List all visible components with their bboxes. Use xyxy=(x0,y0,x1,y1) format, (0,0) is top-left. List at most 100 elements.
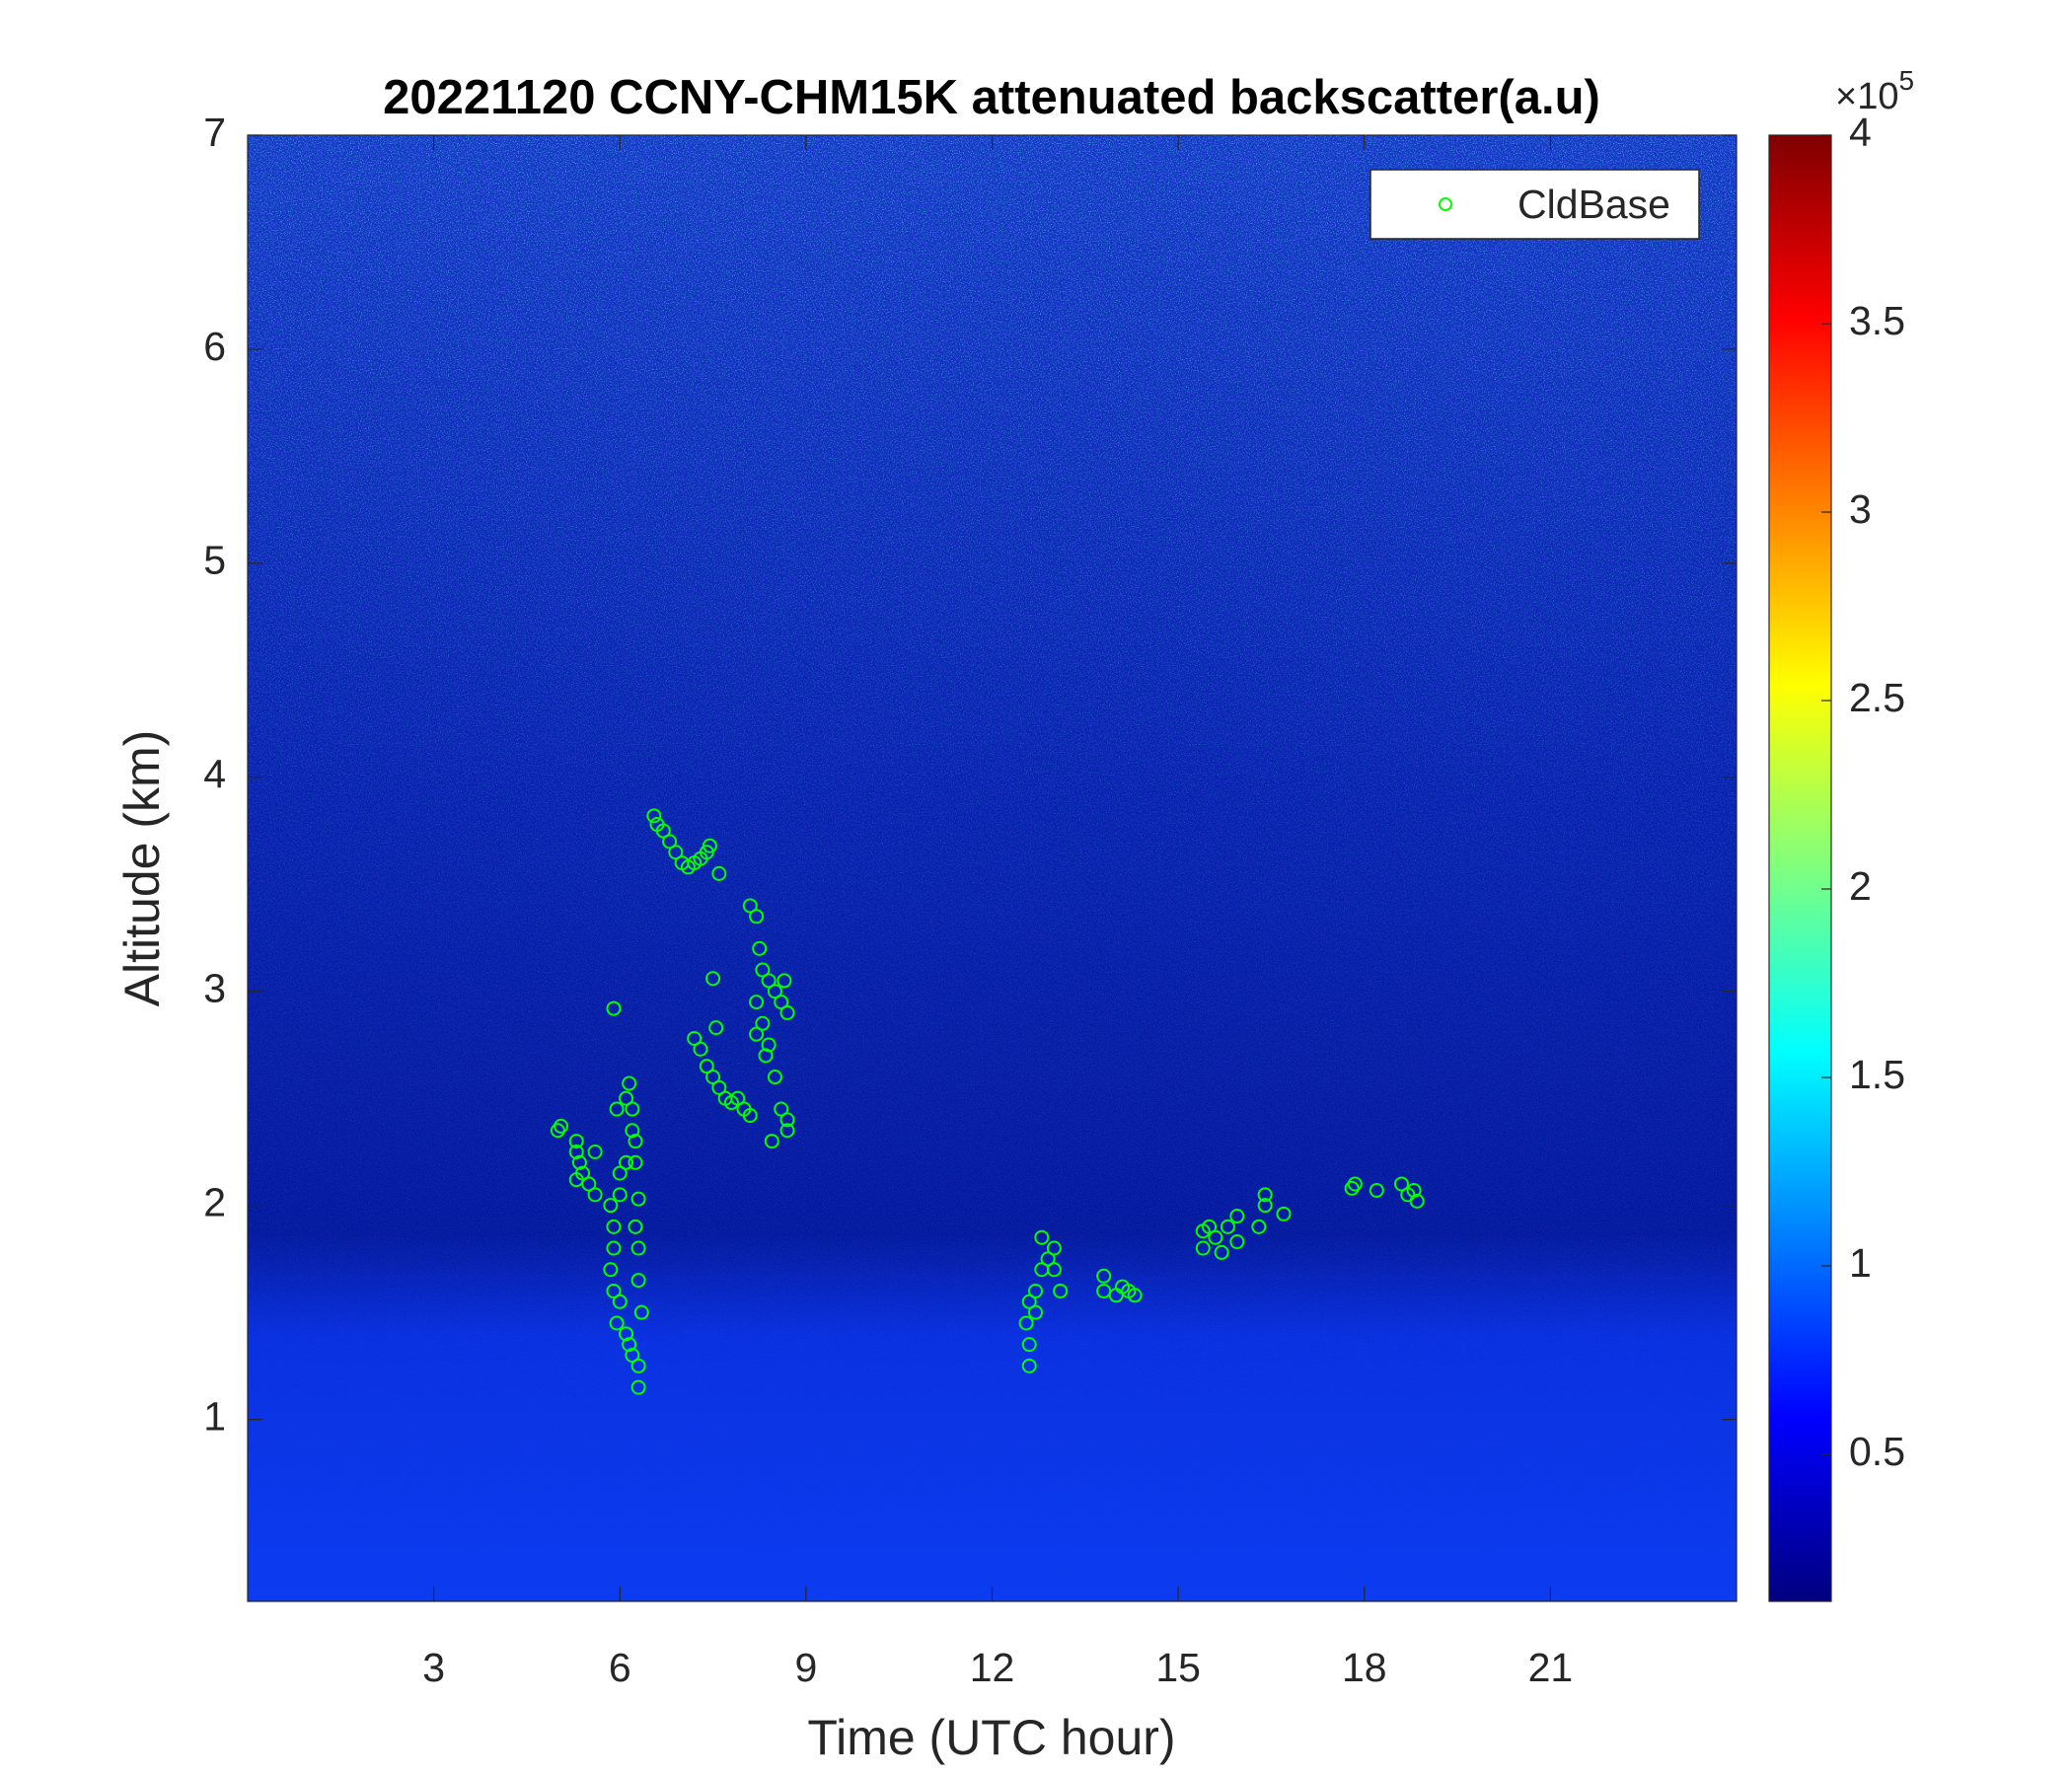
cloud-base-point xyxy=(730,1090,746,1106)
colorbar-multiplier: ×105 xyxy=(1835,65,1914,117)
cloud-base-point xyxy=(1021,1337,1037,1353)
cloud-base-point xyxy=(606,1283,622,1298)
cloud-base-point xyxy=(1409,1193,1425,1209)
cloud-base-point xyxy=(606,1000,622,1016)
y-tick-label: 3 xyxy=(203,966,226,1011)
colorbar xyxy=(1768,134,1832,1602)
cloud-base-point xyxy=(1028,1283,1044,1298)
cloud-base-point xyxy=(1034,1229,1050,1245)
cloud-base-point xyxy=(749,909,765,925)
cloud-base-point xyxy=(625,1101,640,1117)
cloud-base-point xyxy=(1344,1180,1360,1196)
cloud-base-point xyxy=(612,1294,628,1309)
cloud-base-point xyxy=(662,834,678,850)
cloud-base-point xyxy=(619,1326,634,1342)
legend: CldBase xyxy=(1369,169,1700,240)
cloud-base-point xyxy=(705,971,721,987)
cloud-base-point xyxy=(1214,1244,1229,1260)
y-tick-label: 7 xyxy=(203,110,226,155)
cloud-base-point xyxy=(779,1004,795,1020)
y-tick-label: 5 xyxy=(203,538,226,583)
backscatter-noise xyxy=(248,135,1737,1601)
cloud-base-point xyxy=(705,1070,721,1085)
x-tick-label: 18 xyxy=(1342,1645,1387,1690)
colorbar-tick-label: 4 xyxy=(1849,110,1872,155)
cloud-base-point xyxy=(612,1165,628,1181)
cloud-base-point xyxy=(628,1134,643,1149)
x-tick-label: 9 xyxy=(794,1645,817,1690)
cloud-base-point xyxy=(606,1240,622,1256)
cloud-base-point xyxy=(571,1154,587,1170)
cloud-base-point xyxy=(1406,1182,1422,1198)
cloud-base-point xyxy=(1018,1315,1034,1331)
cloud-base-point xyxy=(774,995,789,1010)
colorbar-tick-label: 0.5 xyxy=(1849,1429,1905,1474)
cloud-base-point xyxy=(693,1041,708,1057)
cloud-base-point xyxy=(767,1070,782,1085)
cloud-base-point xyxy=(554,1118,569,1134)
cloud-base-point xyxy=(630,1358,646,1373)
cloud-base-point xyxy=(1393,1176,1409,1192)
y-tick-label: 6 xyxy=(203,324,226,369)
cloud-base-point xyxy=(630,1240,646,1256)
cloud-base-point xyxy=(630,1379,646,1395)
cloud-base-point xyxy=(612,1187,628,1203)
colorbar-tick-label: 1 xyxy=(1849,1240,1872,1286)
cloud-base-point xyxy=(1127,1288,1143,1303)
cloud-base-point xyxy=(1220,1219,1235,1234)
cloud-base-point xyxy=(628,1154,643,1170)
y-tick-label: 2 xyxy=(203,1179,226,1224)
cloud-base-point xyxy=(606,1219,622,1234)
cloud-base-point xyxy=(587,1144,603,1159)
cloud-base-point xyxy=(752,940,768,956)
cloud-base-point xyxy=(736,1101,752,1117)
cloud-base-point xyxy=(1053,1283,1069,1298)
x-tick-label: 21 xyxy=(1528,1645,1574,1690)
x-tick-label: 3 xyxy=(422,1645,445,1690)
cloud-base-point xyxy=(1369,1182,1384,1198)
cloud-base-point xyxy=(1096,1268,1112,1284)
cloud-base-point xyxy=(625,1348,640,1364)
cloud-base-point xyxy=(603,1198,619,1214)
cloud-base-point xyxy=(550,1123,565,1139)
cloud-base-point xyxy=(1251,1219,1267,1234)
cloud-base-point xyxy=(1276,1206,1292,1221)
cloud-base-point xyxy=(767,984,782,999)
cloud-base-point xyxy=(646,808,662,824)
cloud-base-point xyxy=(655,823,671,839)
cloud-base-point xyxy=(1195,1240,1211,1256)
cloud-base-point xyxy=(619,1090,634,1106)
cloud-base-point xyxy=(699,1059,714,1074)
legend-label: CldBase xyxy=(1517,182,1670,227)
colorbar-tick-label: 3.5 xyxy=(1849,298,1905,343)
x-tick-label: 15 xyxy=(1155,1645,1201,1690)
cloud-base-point xyxy=(633,1304,649,1320)
cloud-base-point xyxy=(668,845,684,860)
cloud-base-point xyxy=(622,1075,637,1091)
cloud-base-point xyxy=(749,995,765,1010)
cloud-base-point xyxy=(1021,1358,1037,1373)
cloud-base-point xyxy=(587,1187,603,1203)
cloud-base-point xyxy=(755,962,771,978)
x-axis-label: Time (UTC hour) xyxy=(807,1710,1175,1765)
cloud-base-point xyxy=(1229,1234,1245,1250)
cloud-base-point xyxy=(568,1144,584,1159)
cloud-base-point xyxy=(609,1315,625,1331)
cloud-base-point xyxy=(702,838,717,853)
colorbar-tick-label: 2.5 xyxy=(1849,675,1905,720)
legend-marker xyxy=(1439,197,1452,211)
cloud-base-point xyxy=(1021,1294,1037,1309)
cloud-base-point xyxy=(687,1030,703,1046)
cloud-base-point xyxy=(749,1026,765,1042)
cloud-base-point xyxy=(625,1123,640,1139)
cloud-base-point xyxy=(1028,1304,1044,1320)
cloud-base-point xyxy=(630,1273,646,1289)
cloud-base-point xyxy=(708,1020,724,1036)
chart-title: 20221120 CCNY-CHM15K attenuated backscat… xyxy=(383,71,1600,124)
x-tick-label: 6 xyxy=(609,1645,631,1690)
y-axis-label: Altitude (km) xyxy=(114,730,170,1007)
y-tick-label: 4 xyxy=(203,752,226,797)
colorbar-tick-label: 1.5 xyxy=(1849,1052,1905,1097)
cloud-base-point xyxy=(761,973,777,989)
cloud-base-point xyxy=(711,865,727,881)
